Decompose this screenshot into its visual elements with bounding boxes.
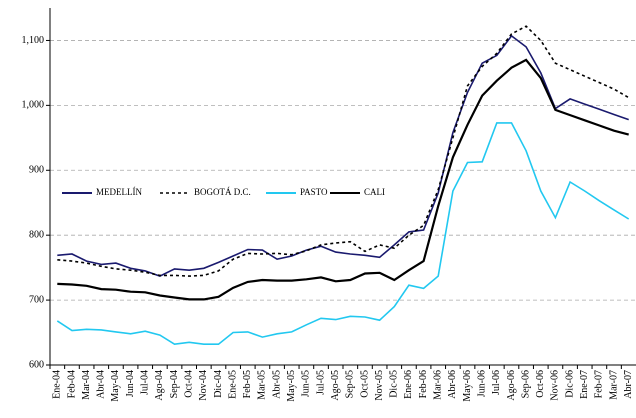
- x-tick-label: Feb-05: [242, 370, 253, 398]
- x-tick-label: Mar-07: [608, 370, 619, 400]
- x-tick-label: Abr-07: [623, 370, 634, 399]
- line-series: [56, 122, 630, 346]
- x-tick-label: Ago-04: [154, 370, 165, 401]
- legend: MEDELLÍN BOGOTÁ D.C. PASTO CALI: [62, 187, 385, 197]
- x-tick-label: Ene-07: [579, 370, 590, 399]
- x-tick-label: Feb-07: [594, 370, 605, 398]
- x-tick-label: Jun-04: [125, 370, 136, 397]
- y-tick-label: 1,000: [22, 100, 45, 111]
- x-tick-label: Ene-06: [403, 370, 414, 399]
- x-tick-label: Dic-06: [564, 370, 575, 398]
- x-tick-label: Abr-04: [96, 370, 107, 399]
- x-tick-label: Oct-04: [183, 370, 194, 398]
- x-tick-label: May-05: [286, 370, 297, 402]
- x-tick-label: Jun-06: [476, 370, 487, 397]
- x-tick-label: Sep-05: [345, 370, 356, 398]
- x-tick-label: Nov-05: [374, 370, 385, 401]
- x-tick-label: May-06: [462, 370, 473, 402]
- x-tick-label: Abr-05: [271, 370, 282, 399]
- x-tick-label: Abr-06: [447, 370, 458, 399]
- x-tick-label: Oct-06: [535, 370, 546, 398]
- line-series: [57, 58, 629, 301]
- x-tick-label: Ene-05: [227, 370, 238, 399]
- line-series: [57, 34, 629, 277]
- x-tick-label: Jul-06: [491, 370, 502, 395]
- x-tick-label: Ago-05: [330, 370, 341, 401]
- legend-label: MEDELLÍN: [96, 187, 142, 197]
- x-tick-label: Nov-06: [550, 370, 561, 401]
- y-tick-label: 800: [29, 229, 44, 240]
- legend-label: CALI: [364, 187, 385, 197]
- x-tick-label: Jul-04: [140, 370, 151, 395]
- y-tick-label: 600: [29, 359, 44, 370]
- y-tick-label: 900: [29, 165, 44, 176]
- legend-label: BOGOTÁ D.C.: [194, 187, 251, 197]
- x-tick-label: Sep-06: [520, 370, 531, 398]
- x-tick-label: Dic-05: [389, 370, 400, 398]
- x-tick-label: Jul-05: [315, 370, 326, 395]
- x-tick-label: Feb-04: [66, 370, 77, 398]
- x-tick-label: May-04: [110, 370, 121, 402]
- x-tick-label: Nov-04: [198, 370, 209, 401]
- x-tick-label: Ene-04: [52, 370, 63, 399]
- x-tick-label: Oct-05: [359, 370, 370, 398]
- x-tick-label: Sep-04: [169, 370, 180, 398]
- x-tick-label: Mar-06: [433, 370, 444, 400]
- line-series: [57, 25, 630, 277]
- x-tick-label: Jun-05: [301, 370, 312, 397]
- legend-label: PASTO: [300, 187, 328, 197]
- x-tick-label: Mar-04: [81, 370, 92, 400]
- x-tick-label: Ago-06: [506, 370, 517, 401]
- y-tick-label: 1,100: [22, 35, 45, 46]
- y-tick-label: 700: [29, 294, 44, 305]
- x-tick-label: Mar-05: [257, 370, 268, 400]
- x-tick-label: Dic-04: [213, 370, 224, 398]
- x-tick-label: Feb-06: [418, 370, 429, 398]
